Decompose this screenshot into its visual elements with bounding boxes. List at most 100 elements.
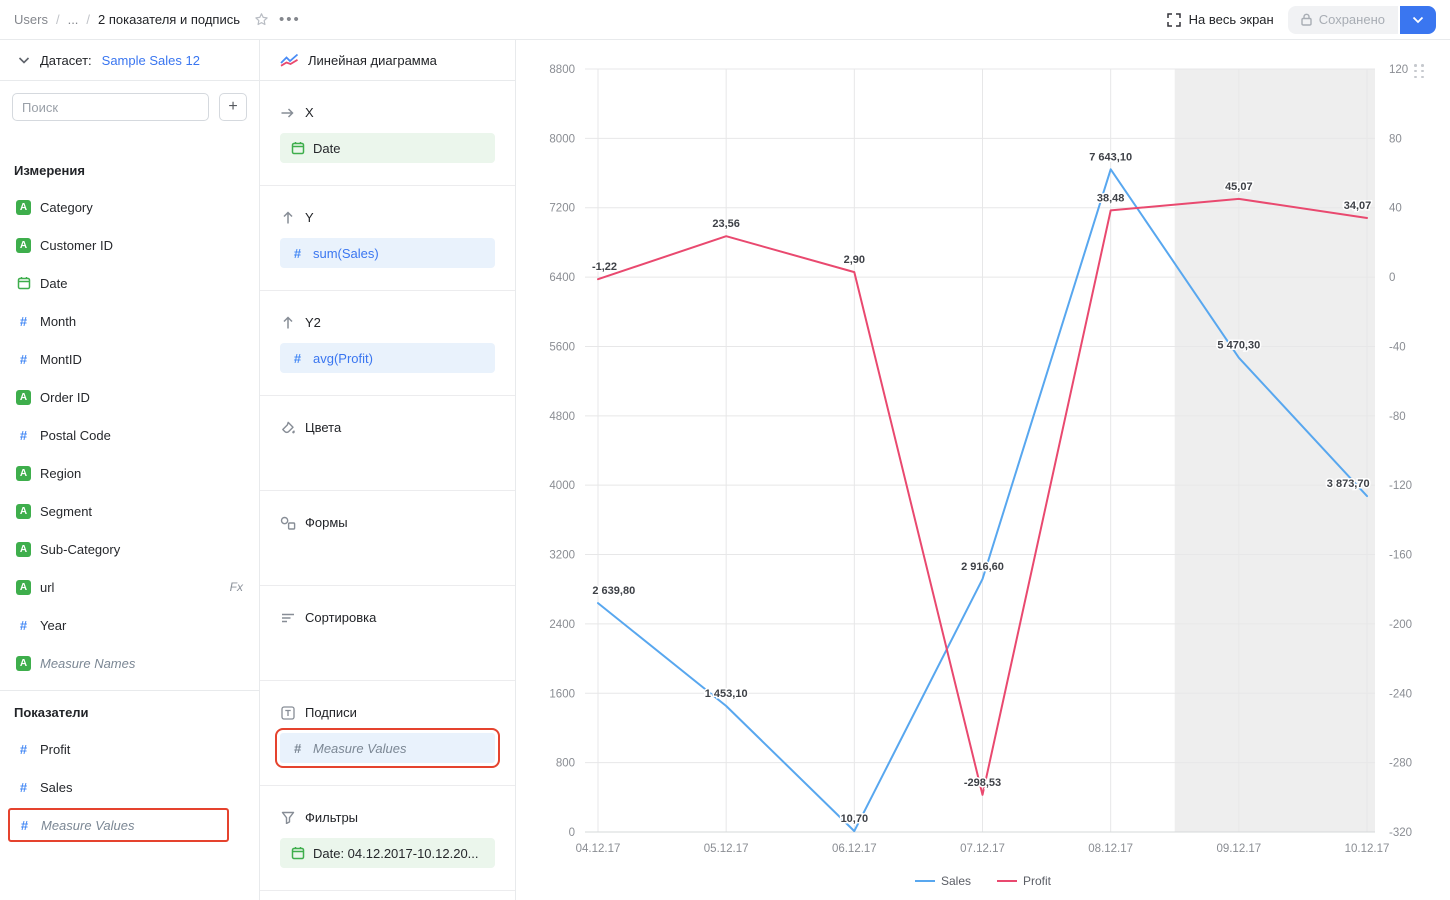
breadcrumb-current: 2 показателя и подпись [98, 12, 240, 27]
number-field-icon: # [19, 427, 28, 443]
field-pill-date-04-12-2017-10-12-20[interactable]: Date: 04.12.2017-10.12.20... [280, 838, 495, 868]
shelf-filters: Фильтры Date: 04.12.2017-10.12.20... [260, 786, 515, 891]
dimension-category[interactable]: A Category [0, 188, 259, 226]
fullscreen-button[interactable]: На весь экран [1166, 12, 1274, 27]
measure-profit[interactable]: # Profit [0, 730, 259, 768]
dataset-panel: Датасет: Sample Sales 12 + Измерения A Ca… [0, 40, 260, 900]
dataset-name-link[interactable]: Sample Sales 12 [101, 52, 200, 68]
config-sections: X Date Y # sum(Sales) Y2 # avg(Profit) Цвета Форм… [260, 81, 515, 891]
shelf-label-y2: Y2 [280, 315, 495, 330]
breadcrumb: Users / ... / 2 показателя и подпись ••• [14, 11, 301, 28]
data-label: 3 873,70 [1327, 478, 1370, 490]
svg-text:8800: 8800 [549, 64, 575, 76]
number-field-icon: # [19, 351, 28, 367]
profit-line [597, 197, 1368, 796]
data-label: 10,70 [841, 813, 869, 825]
svg-text:-280: -280 [1389, 758, 1412, 770]
chart-legend: Sales Profit [516, 874, 1450, 888]
plot-band [1174, 69, 1375, 832]
date-field-icon [290, 141, 305, 155]
svg-text:40: 40 [1389, 203, 1402, 215]
dimension-measure-names[interactable]: A Measure Names [0, 644, 259, 682]
measures-heading: Показатели [14, 705, 89, 720]
field-pill-avg-profit[interactable]: # avg(Profit) [280, 343, 495, 373]
date-field-icon [16, 276, 31, 290]
fullscreen-icon [1166, 12, 1181, 27]
legend-item-profit[interactable]: Profit [997, 874, 1051, 888]
chevron-down-icon [1412, 16, 1424, 24]
x-axis-icon [280, 107, 296, 119]
field-pill-measure-values[interactable]: # Measure Values [275, 728, 500, 768]
add-field-button[interactable]: + [219, 93, 247, 121]
chart-type-selector[interactable]: Линейная диаграмма [260, 40, 515, 81]
shelf-label-colors: Цвета [280, 420, 495, 435]
shelf-colors: Цвета [260, 396, 515, 491]
svg-text:800: 800 [556, 758, 575, 770]
number-field-icon: # [293, 245, 302, 261]
number-field-icon: # [19, 779, 28, 795]
favorite-star-icon[interactable] [254, 12, 269, 27]
svg-text:3200: 3200 [549, 550, 575, 562]
string-field-icon: A [16, 655, 31, 671]
string-field-icon: A [16, 465, 31, 481]
svg-text:0: 0 [1389, 272, 1395, 284]
measure-measure-values[interactable]: # Measure Values [8, 808, 229, 842]
dimension-year[interactable]: # Year [0, 606, 259, 644]
svg-text:120: 120 [1389, 64, 1408, 76]
top-bar: Users / ... / 2 показателя и подпись •••… [0, 0, 1450, 40]
more-actions-icon[interactable]: ••• [278, 11, 301, 28]
number-field-icon: # [19, 313, 28, 329]
breadcrumb-users[interactable]: Users [14, 12, 48, 27]
data-label: 2 639,80 [592, 585, 635, 597]
saved-button[interactable]: Сохранено [1287, 5, 1398, 34]
chart-menu-icon[interactable] [1414, 64, 1426, 78]
field-label: MontID [40, 351, 82, 367]
dimension-segment[interactable]: A Segment [0, 492, 259, 530]
data-label: 45,07 [1225, 181, 1253, 193]
field-label: Year [40, 617, 67, 633]
svg-text:8000: 8000 [549, 133, 575, 145]
number-field-icon: # [20, 817, 29, 833]
dimension-montid[interactable]: # MontID [0, 340, 259, 378]
field-pill-date[interactable]: Date [280, 133, 495, 163]
svg-text:08.12.17: 08.12.17 [1088, 843, 1133, 855]
field-label: url [40, 579, 55, 595]
field-pill-sum-sales[interactable]: # sum(Sales) [280, 238, 495, 268]
dimension-region[interactable]: A Region [0, 454, 259, 492]
dimension-postal-code[interactable]: # Postal Code [0, 416, 259, 454]
svg-text:2400: 2400 [549, 619, 575, 631]
dataset-selector[interactable]: Датасет: Sample Sales 12 [0, 40, 259, 81]
field-label: Segment [40, 503, 93, 519]
dimension-sub-category[interactable]: A Sub-Category [0, 530, 259, 568]
number-field-icon: # [19, 741, 28, 757]
chart-type-label: Линейная диаграмма [308, 52, 437, 68]
svg-text:4000: 4000 [549, 480, 575, 492]
dimension-customer-id[interactable]: A Customer ID [0, 226, 259, 264]
header-actions: На весь экран Сохранено [1166, 5, 1436, 34]
legend-item-sales[interactable]: Sales [914, 874, 971, 888]
sort-icon [280, 612, 296, 624]
dimension-date[interactable]: Date [0, 264, 259, 302]
svg-text:-240: -240 [1389, 688, 1412, 700]
breadcrumb-collapsed[interactable]: ... [67, 12, 79, 27]
save-dropdown-button[interactable] [1400, 5, 1436, 34]
dimension-order-id[interactable]: A Order ID [0, 378, 259, 416]
number-field-icon: # [293, 740, 302, 756]
measure-sales[interactable]: # Sales [0, 768, 259, 806]
field-search-row: + [0, 81, 259, 133]
svg-text:07.12.17: 07.12.17 [960, 843, 1005, 855]
shelf-labels: Подписи # Measure Values [260, 681, 515, 786]
svg-text:-200: -200 [1389, 619, 1412, 631]
svg-text:04.12.17: 04.12.17 [576, 843, 621, 855]
line-chart-svg: 0800160024003200400048005600640072008000… [549, 64, 1412, 855]
dimension-month[interactable]: # Month [0, 302, 259, 340]
data-label: 7 643,10 [1089, 151, 1132, 163]
field-label: Sub-Category [40, 541, 121, 557]
chart-area: 0 800 1600 2400 3200 4000 4800 5600 6400 7200 8000… [516, 40, 1450, 900]
svg-text:4800: 4800 [549, 411, 575, 423]
field-label: Postal Code [40, 427, 111, 443]
breadcrumb-separator: / [86, 12, 91, 27]
search-input[interactable] [12, 93, 209, 121]
